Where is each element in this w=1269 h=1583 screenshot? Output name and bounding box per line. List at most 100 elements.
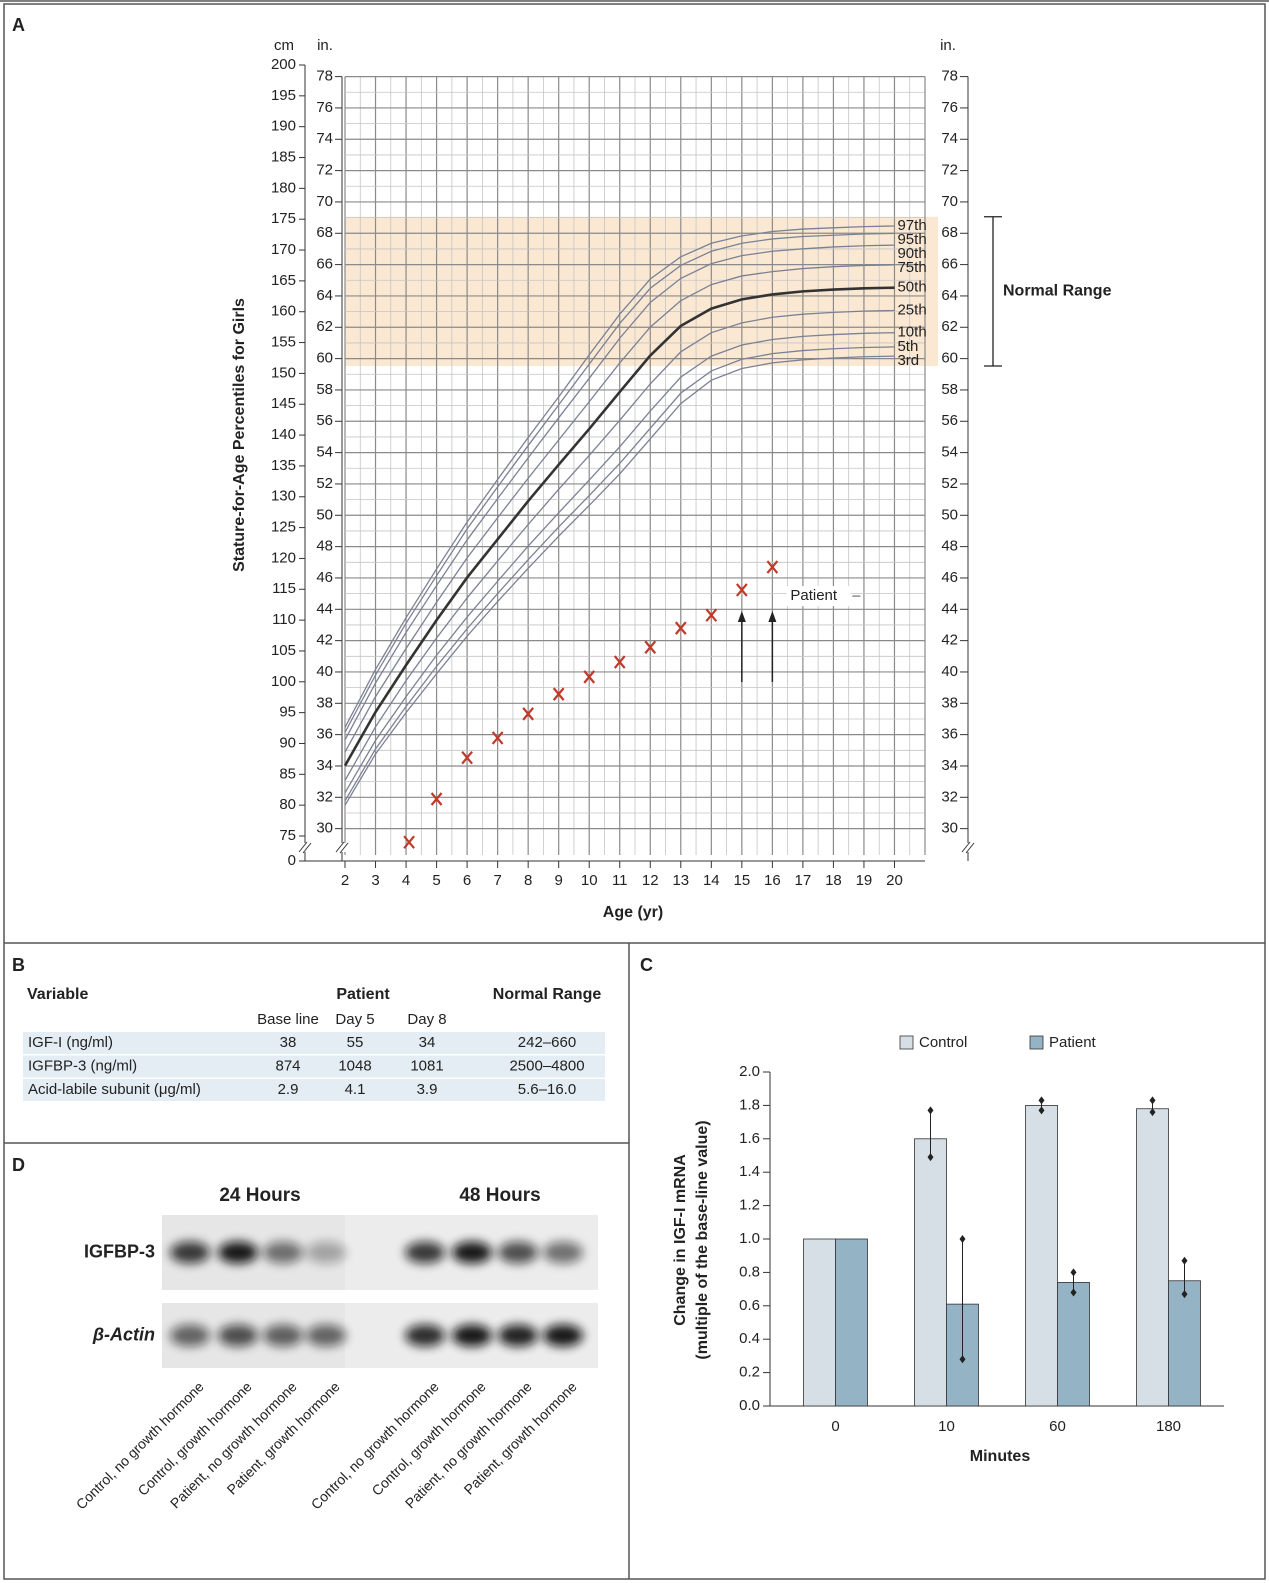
x-tick-label: 4 <box>402 872 410 889</box>
blot-band <box>218 1242 258 1264</box>
y-tick-label: 0.6 <box>739 1297 760 1314</box>
bar <box>915 1139 947 1406</box>
x-tick-label: 0 <box>831 1418 839 1435</box>
y-tick-label: 2.0 <box>739 1063 760 1080</box>
bar <box>1026 1105 1058 1406</box>
y2-tick-label: 66 <box>941 256 958 273</box>
blot-band <box>306 1325 346 1347</box>
y2-tick-label: 76 <box>941 99 958 116</box>
y2-tick-label: 52 <box>316 475 333 492</box>
y2-tick-label: 54 <box>316 444 333 461</box>
y-tick-label: 90 <box>279 734 296 751</box>
y-tick-label: 1.6 <box>739 1130 760 1147</box>
panel-label: B <box>12 955 25 975</box>
y-tick-label: 75 <box>279 827 296 844</box>
bar <box>804 1239 836 1406</box>
y2-tick-label: 60 <box>316 350 333 367</box>
table-cell: 1081 <box>410 1057 443 1074</box>
error-cap <box>1182 1257 1188 1265</box>
y-tick-label: 155 <box>271 334 296 351</box>
table-cell: IGF-I (ng/ml) <box>28 1034 113 1051</box>
y2-tick-label: 76 <box>316 99 333 116</box>
error-cap <box>1039 1096 1045 1104</box>
unit-label: in. <box>940 37 956 54</box>
y-tick-label: 0 <box>288 852 296 869</box>
table-cell: IGFBP-3 (ng/ml) <box>28 1057 137 1074</box>
y-axis-title: Change in IGF-I mRNA <box>672 1154 689 1326</box>
y-tick-label: 125 <box>271 519 296 536</box>
y2-tick-label: 40 <box>316 663 333 680</box>
panel-label: C <box>640 955 653 975</box>
blot-band <box>218 1325 258 1347</box>
y2-tick-label: 70 <box>316 193 333 210</box>
time-label: 24 Hours <box>219 1185 300 1206</box>
blot-band <box>498 1325 538 1347</box>
y-tick-label: 95 <box>279 704 296 721</box>
y2-tick-label: 42 <box>941 632 958 649</box>
table-subheader: Base line <box>257 1011 319 1028</box>
y-axis-title: (multiple of the base-line value) <box>694 1120 711 1359</box>
blot-row-label: IGFBP-3 <box>84 1241 155 1261</box>
y2-tick-label: 34 <box>941 757 958 774</box>
y-tick-label: 130 <box>271 488 296 505</box>
y2-tick-label: 48 <box>316 538 333 555</box>
blot-band <box>543 1325 583 1347</box>
y2-tick-label: 74 <box>941 130 958 147</box>
y2-tick-label: 30 <box>316 820 333 837</box>
panel-label: A <box>12 15 25 35</box>
y2-tick-label: 46 <box>316 569 333 586</box>
table-cell: 242–660 <box>518 1034 576 1051</box>
y-tick-label: 135 <box>271 457 296 474</box>
blot-band <box>543 1242 583 1264</box>
x-tick-label: 10 <box>581 872 598 889</box>
y-tick-label: 85 <box>279 765 296 782</box>
figure: A B C D 75808590951001051101151201251301… <box>0 0 1269 1583</box>
table-cell: 874 <box>275 1057 300 1074</box>
y2-tick-label: 36 <box>941 726 958 743</box>
y-tick-label: 0.8 <box>739 1263 760 1280</box>
table-cell: 38 <box>280 1034 297 1051</box>
x-tick-label: 6 <box>463 872 471 889</box>
x-tick-label: 7 <box>493 872 501 889</box>
error-cap <box>960 1235 966 1243</box>
y2-tick-label: 64 <box>941 287 958 304</box>
y2-tick-label: 74 <box>316 130 333 147</box>
y2-tick-label: 38 <box>316 694 333 711</box>
y-tick-label: 170 <box>271 241 296 258</box>
x-tick-label: 3 <box>371 872 379 889</box>
x-tick-label: 2 <box>341 872 349 889</box>
table-cell: 34 <box>419 1034 436 1051</box>
blot-band <box>452 1325 492 1347</box>
y2-tick-label: 50 <box>941 506 958 523</box>
y2-tick-label: 44 <box>941 600 958 617</box>
blot-band <box>498 1242 538 1264</box>
y-tick-label: 0.4 <box>739 1330 760 1347</box>
x-tick-label: 5 <box>432 872 440 889</box>
x-tick-label: 20 <box>886 872 903 889</box>
table-cell: 2500–4800 <box>509 1057 584 1074</box>
x-axis-title: Minutes <box>970 1448 1031 1465</box>
y2-tick-label: 30 <box>941 820 958 837</box>
table-cell: 5.6–16.0 <box>518 1081 576 1098</box>
page: {"chart_data": [ {"label": "A", "type": … <box>0 0 1269 1583</box>
legend-swatch <box>1030 1036 1043 1049</box>
y-tick-label: 150 <box>271 364 296 381</box>
table-subheader: Day 8 <box>407 1011 446 1028</box>
y-axis-title: Stature-for-Age Percentiles for Girls <box>231 298 248 572</box>
y-tick-label: 180 <box>271 179 296 196</box>
x-tick-label: 60 <box>1049 1418 1066 1435</box>
y-tick-label: 100 <box>271 673 296 690</box>
range-label: Normal Range <box>1003 283 1112 300</box>
blot-row-label: β-Actin <box>92 1324 155 1344</box>
bar <box>1137 1109 1169 1406</box>
y2-tick-label: 58 <box>941 381 958 398</box>
y-tick-label: 105 <box>271 642 296 659</box>
y-tick-label: 165 <box>271 272 296 289</box>
panel-label: D <box>12 1155 25 1175</box>
x-tick-label: 19 <box>856 872 873 889</box>
blot-band <box>306 1242 346 1264</box>
blot-band <box>170 1242 210 1264</box>
y2-tick-label: 56 <box>316 412 333 429</box>
y2-tick-label: 34 <box>316 757 333 774</box>
y2-tick-label: 78 <box>316 68 333 85</box>
